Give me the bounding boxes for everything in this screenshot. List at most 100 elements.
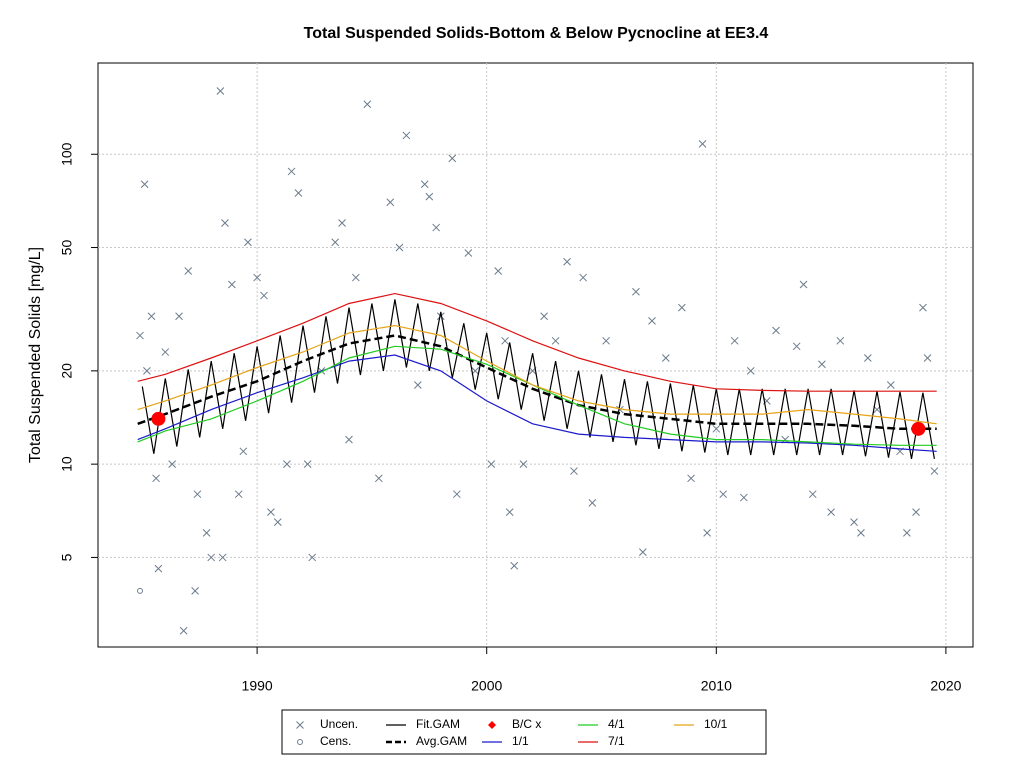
x-glyph [308,553,317,562]
point [719,490,728,499]
x-glyph [687,474,695,483]
point [632,287,640,296]
chart-title: Total Suspended Solids-Bottom & Below Py… [304,25,769,42]
point [563,257,571,266]
x-glyph [413,381,422,389]
point [579,273,587,282]
point [772,326,780,335]
point [464,249,473,257]
x-glyph [648,316,656,325]
x-glyph [912,508,920,516]
point [363,100,372,109]
point [260,291,268,300]
point [386,198,395,207]
point [510,561,519,570]
x-glyph [228,280,236,289]
point [818,360,826,369]
legend-label: 7/1 [608,734,625,748]
x-glyph [818,360,826,369]
legend-label: Avg.GAM [416,734,467,748]
x-glyph [827,508,835,516]
x-glyph [551,336,560,345]
point [903,529,911,537]
point [136,331,144,340]
x-glyph [712,424,721,433]
point [303,460,312,468]
x-glyph [143,367,151,375]
x-glyph [579,273,587,282]
x-glyph [363,100,372,109]
point [712,424,721,433]
x-glyph [436,312,445,321]
point [345,435,353,444]
legend-label: Cens. [320,734,351,748]
point [703,529,711,537]
point [746,367,755,375]
x-glyph [563,257,571,266]
point [351,273,360,282]
point [836,336,845,345]
point [661,354,670,362]
x-glyph [331,238,340,247]
legend-symbol [296,721,304,729]
point [175,312,183,321]
x-glyph [273,518,282,526]
x-glyph [487,460,496,468]
x-glyph [923,354,932,362]
legend-label: 10/1 [704,717,728,731]
x-glyph [395,243,404,252]
x-glyph [140,180,149,189]
x-glyph [799,280,808,289]
x-glyph [184,267,193,275]
point [923,354,932,362]
point [740,493,748,502]
point [191,587,199,595]
legend-symbol [297,739,303,745]
point [808,490,817,499]
point [487,460,496,468]
x-glyph [287,167,296,176]
point [827,508,835,516]
point [140,180,149,189]
x-tick-label: 2010 [701,678,732,694]
x-glyph [267,508,275,516]
x-glyph [239,447,248,456]
point [519,460,528,468]
point [273,518,282,526]
x-tick-label: 1990 [242,678,273,694]
point [154,564,163,573]
x-glyph [501,336,509,345]
point [331,238,340,247]
x-glyph [740,493,748,502]
point [253,273,261,282]
x-glyph [175,312,183,321]
x-glyph [147,312,156,321]
x-glyph [296,721,304,729]
point [863,354,872,362]
y-axis-label: Total Suspended Solids [mg/L] [27,247,44,463]
x-glyph [453,490,461,499]
point [218,553,227,562]
point [308,553,317,562]
point [698,140,707,148]
x-glyph [216,87,225,95]
legend-label: B/C x [512,717,541,731]
x-glyph [202,529,211,537]
x-glyph [253,273,261,282]
point [207,553,216,562]
point [374,474,383,483]
x-glyph [234,490,243,499]
point [799,280,808,289]
point [413,381,422,389]
x-glyph [294,189,303,197]
point [267,508,275,516]
x-glyph [792,342,801,351]
y-tick-label: 20 [59,363,75,379]
point [147,312,156,321]
x-glyph [632,287,640,296]
x-glyph [505,508,514,516]
legend-label: 1/1 [512,734,529,748]
plot-frame [97,62,974,648]
x-glyph [420,180,429,189]
